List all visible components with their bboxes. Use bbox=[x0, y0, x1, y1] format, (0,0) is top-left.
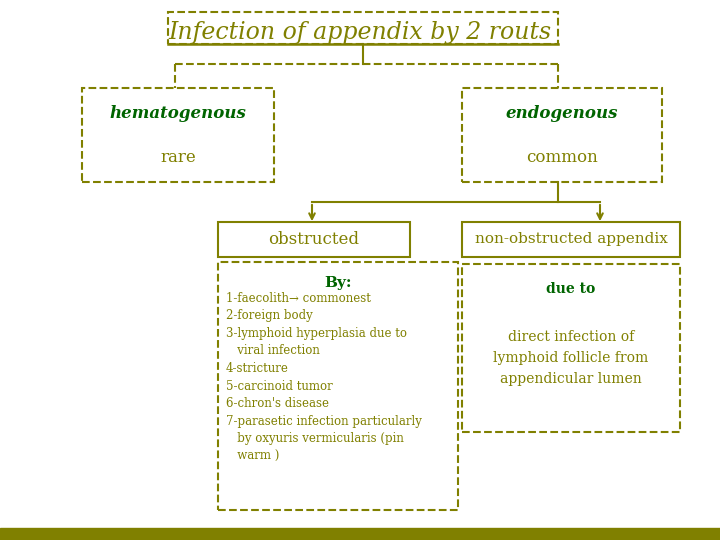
Text: By:: By: bbox=[324, 276, 352, 290]
Text: Infection of appendix by 2 routs: Infection of appendix by 2 routs bbox=[168, 21, 552, 44]
Text: 1-faecolith→ commonest
2-foreign body
3-lymphoid hyperplasia due to
   viral inf: 1-faecolith→ commonest 2-foreign body 3-… bbox=[226, 292, 422, 462]
FancyBboxPatch shape bbox=[168, 12, 558, 44]
FancyBboxPatch shape bbox=[462, 264, 680, 432]
Text: hematogenous: hematogenous bbox=[109, 105, 246, 123]
FancyBboxPatch shape bbox=[218, 222, 410, 257]
Text: non-obstructed appendix: non-obstructed appendix bbox=[474, 233, 667, 246]
Text: rare: rare bbox=[160, 150, 196, 166]
Text: obstructed: obstructed bbox=[269, 231, 359, 248]
FancyBboxPatch shape bbox=[82, 88, 274, 182]
Text: endogenous: endogenous bbox=[505, 105, 618, 123]
FancyBboxPatch shape bbox=[218, 262, 458, 510]
Text: direct infection of
lymphoid follicle from
appendicular lumen: direct infection of lymphoid follicle fr… bbox=[493, 330, 649, 386]
Bar bbox=[0, 528, 720, 540]
FancyBboxPatch shape bbox=[462, 222, 680, 257]
Text: common: common bbox=[526, 150, 598, 166]
Text: due to: due to bbox=[546, 282, 595, 296]
FancyBboxPatch shape bbox=[462, 88, 662, 182]
